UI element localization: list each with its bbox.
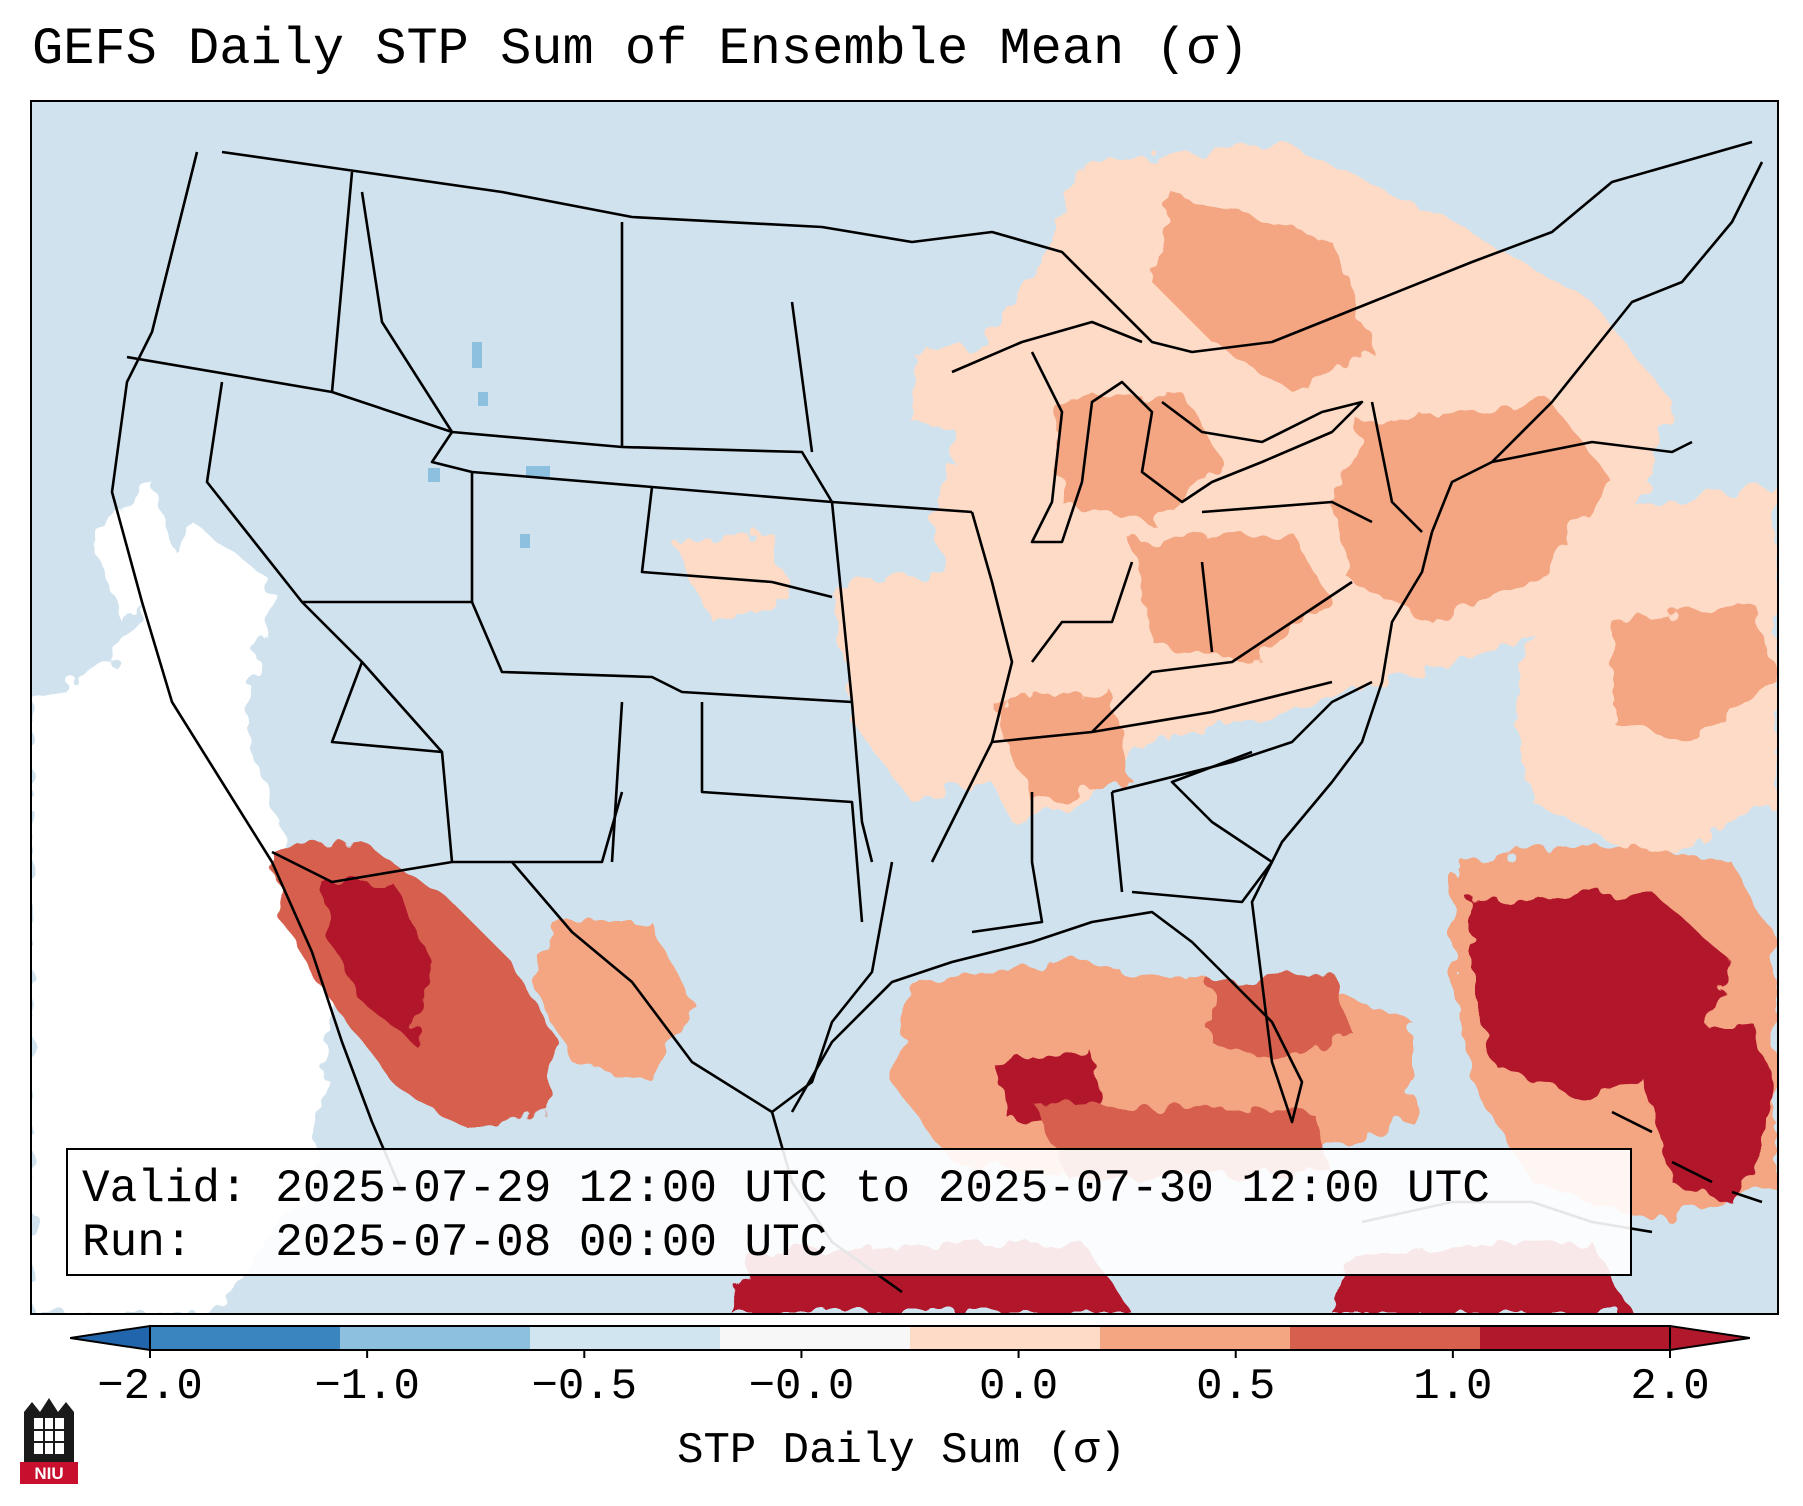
colorbar-segment: [1100, 1326, 1291, 1350]
colorbar-frame: [149, 1325, 1671, 1351]
figure-title: GEFS Daily STP Sum of Ensemble Mean (σ): [32, 20, 1249, 79]
colorbar-segment: [910, 1326, 1101, 1350]
colorbar-label: STP Daily Sum (σ): [677, 1426, 1126, 1476]
colorbar-tick-label: −1.0: [314, 1362, 420, 1412]
niu-logo: NIU: [20, 1398, 78, 1484]
colorbar-segment: [340, 1326, 531, 1350]
valid-label: Valid:: [82, 1163, 248, 1215]
svg-text:NIU: NIU: [34, 1464, 63, 1483]
colorbar-extend-low: [70, 1324, 151, 1352]
map-canvas: [32, 140, 1777, 1313]
colorbar-segments: [70, 1324, 1750, 1352]
colorbar-segment: [530, 1326, 721, 1350]
run-value: 2025-07-08 00:00 UTC: [275, 1217, 828, 1269]
colorbar: [70, 1324, 1750, 1358]
colorbar-tick-label: 2.0: [1630, 1362, 1710, 1412]
negative-anomaly-cells: [428, 342, 550, 548]
colorbar-tick-label: −2.0: [97, 1362, 203, 1412]
colorbar-segment: [720, 1326, 911, 1350]
colorbar-segment: [150, 1326, 341, 1350]
colorbar-tick-label: 0.5: [1196, 1362, 1276, 1412]
run-label: Run:: [82, 1217, 193, 1269]
colorbar-extend-high: [1669, 1324, 1750, 1352]
colorbar-tick-label: 1.0: [1413, 1362, 1493, 1412]
colorbar-segment: [1290, 1326, 1481, 1350]
pacific-neutral-area: [32, 482, 332, 1313]
colorbar-tick-label: −0.0: [748, 1362, 855, 1412]
valid-value: 2025-07-29 12:00 UTC to 2025-07-30 12:00…: [275, 1163, 1490, 1215]
colorbar-tick-label: 0.0: [978, 1362, 1059, 1412]
colorbar-segment: [1480, 1326, 1671, 1350]
colorbar-tick-label: −0.5: [531, 1362, 638, 1412]
map-panel: [30, 100, 1779, 1315]
valid-time-box: Valid: 2025-07-29 12:00 UTC to 2025-07-3…: [66, 1148, 1632, 1276]
anomaly-field: [272, 142, 1777, 1313]
